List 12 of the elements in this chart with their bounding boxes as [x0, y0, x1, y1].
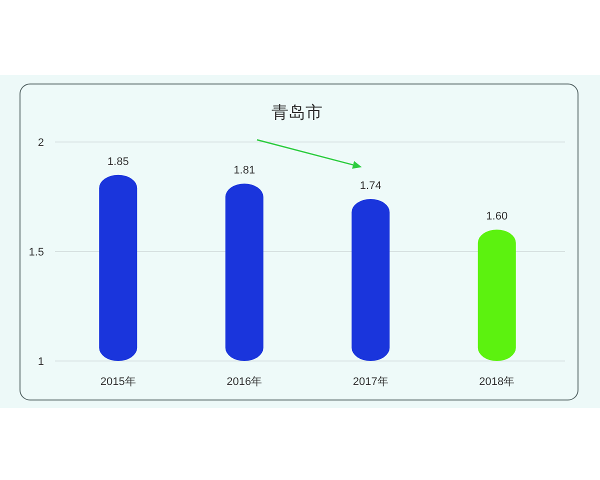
- data-label: 1.60: [486, 210, 508, 223]
- data-label: 1.85: [107, 156, 129, 168]
- title: 青岛市: [272, 103, 322, 122]
- y-tick: 1: [38, 356, 44, 368]
- y-tick: 1.5: [28, 246, 44, 258]
- data-label: 1.74: [360, 180, 382, 192]
- x-tick: 2017年: [352, 376, 388, 388]
- x-tick: 2016年: [226, 376, 262, 388]
- data-label: 1.81: [234, 164, 256, 177]
- x-tick: 2015年: [100, 376, 136, 388]
- x-tick: 2018年: [479, 376, 515, 388]
- y-tick: 2: [38, 137, 44, 149]
